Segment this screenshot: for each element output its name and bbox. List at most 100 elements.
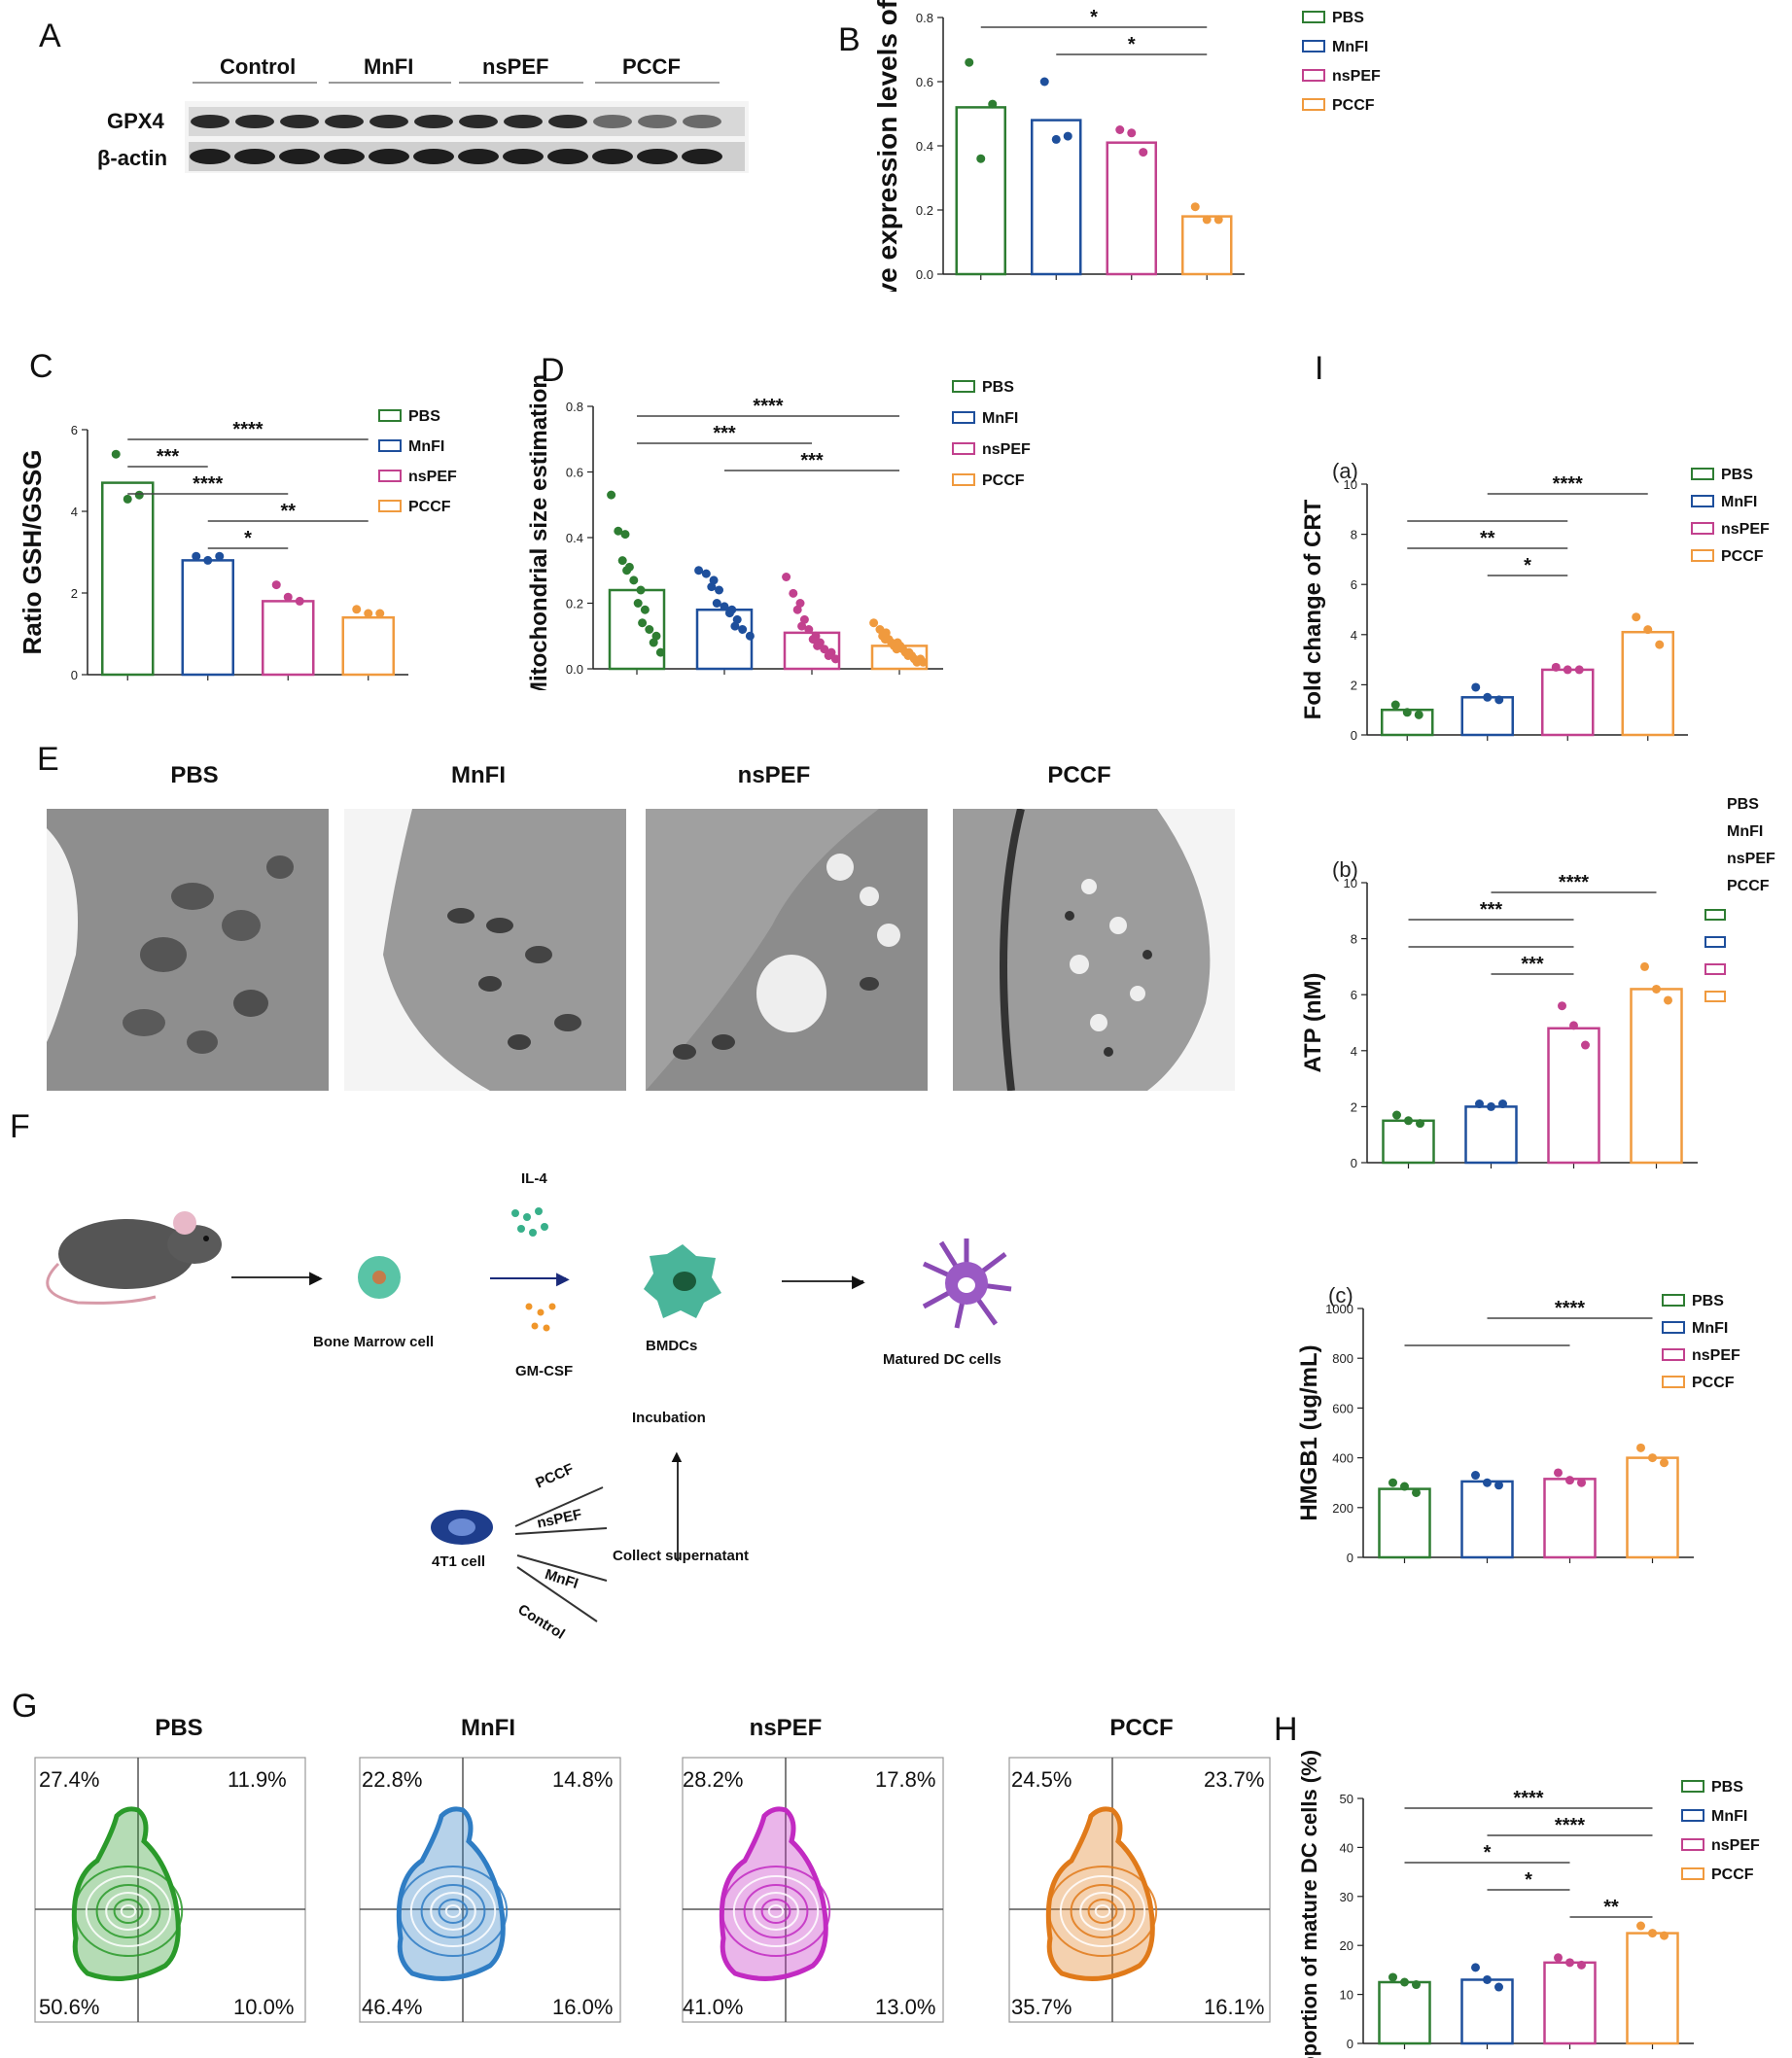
legend-label: nsPEF <box>1727 851 1775 867</box>
y-tick-label: 0.8 <box>916 11 933 25</box>
legend-swatch <box>1681 1809 1704 1822</box>
y-tick-label: 0.8 <box>566 400 583 414</box>
gpx4-band <box>504 115 543 128</box>
bmdc-cell-icon <box>644 1244 721 1318</box>
data-point <box>617 556 627 566</box>
quad-ll: 41.0% <box>683 1995 744 2019</box>
data-point <box>799 614 809 624</box>
legend-label: PBS <box>408 408 440 425</box>
data-point <box>134 490 144 500</box>
bar <box>1541 668 1595 737</box>
data-point <box>1402 708 1412 717</box>
data-point <box>1494 695 1504 705</box>
legend-swatch <box>952 473 975 486</box>
plot-frame <box>359 1757 621 2023</box>
chart-b-gpx4: 0.0 0.2 0.4 0.6 0.8 Relative expression level… <box>875 0 1381 292</box>
data-point <box>732 614 742 624</box>
data-point <box>804 625 814 634</box>
contour-outer <box>396 1806 506 1981</box>
tem-image-pbs <box>47 809 329 1091</box>
data-point <box>1400 1977 1409 1987</box>
data-point <box>1563 665 1572 675</box>
data-point <box>1636 1921 1645 1931</box>
y-tick-label: 0.4 <box>566 531 583 545</box>
chart-d-mito-size: 0.0 0.2 0.4 0.6 0.8 Mitochondrial size estima… <box>526 374 1031 690</box>
y-tick-label: 0.0 <box>566 662 583 677</box>
blot-underline <box>329 82 451 84</box>
legend-swatch <box>1662 1294 1685 1307</box>
data-point <box>1554 1953 1563 1963</box>
data-point <box>1051 134 1061 144</box>
mouse-icon <box>46 1211 222 1305</box>
data-point <box>745 631 755 641</box>
data-point <box>1648 1453 1657 1463</box>
label-incubation: Incubation <box>632 1410 706 1426</box>
data-point <box>1471 682 1481 692</box>
data-point <box>271 580 281 590</box>
data-point <box>1636 1443 1645 1452</box>
legend-swatch <box>1704 909 1726 921</box>
contour-ring <box>743 1884 809 1938</box>
y-tick-label: 0.6 <box>916 75 933 89</box>
legend-label: PBS <box>1727 796 1759 813</box>
y-tick-label: 8 <box>1351 528 1357 542</box>
data-point <box>724 609 734 618</box>
y-tick-label: 2 <box>1351 1099 1357 1114</box>
data-point <box>1640 961 1649 971</box>
subpanel-label: (b) <box>1332 857 1358 882</box>
quad-lr: 16.0% <box>552 1995 614 2019</box>
panel-letter-e: E <box>37 741 59 778</box>
label-il4: IL-4 <box>521 1170 547 1187</box>
actin-band <box>369 149 409 164</box>
blot-group-mnfi: MnFI <box>364 54 414 79</box>
data-point <box>295 596 304 606</box>
data-point <box>830 654 840 664</box>
plot-frame <box>682 1757 944 2023</box>
label-gmcsf: GM-CSF <box>515 1363 574 1379</box>
data-point <box>1127 128 1137 138</box>
contour-ring <box>1070 1884 1136 1938</box>
contour-ring <box>95 1884 161 1938</box>
legend-swatch <box>1681 1867 1704 1880</box>
legend-label: PBS <box>982 379 1014 396</box>
data-point <box>1498 1099 1507 1109</box>
legend-label: MnFI <box>1332 39 1368 55</box>
y-tick-label: 0.0 <box>916 267 933 282</box>
tem-image-mnfi <box>344 809 626 1091</box>
legend-swatch <box>1662 1376 1685 1388</box>
sig-label: * <box>1525 1869 1532 1891</box>
legend-swatch <box>952 380 975 393</box>
label-bmdcs: BMDCs <box>646 1338 698 1354</box>
legend-swatch <box>1691 468 1714 480</box>
bar <box>1181 215 1233 276</box>
sig-label: * <box>1128 34 1136 55</box>
y-tick-label: 6 <box>1351 988 1357 1002</box>
blot-row-gpx4: GPX4 <box>107 109 164 133</box>
data-point <box>629 576 639 585</box>
panel-letter-d: D <box>541 352 565 389</box>
plot-frame <box>1008 1757 1271 2023</box>
data-point <box>1664 995 1672 1005</box>
data-point <box>1392 1110 1401 1120</box>
bone-marrow-cell-icon <box>358 1256 401 1299</box>
contour-ring <box>85 1875 172 1947</box>
data-point <box>808 635 818 645</box>
y-tick-label: 600 <box>1332 1401 1353 1415</box>
quad-ll: 50.6% <box>39 1995 100 2019</box>
tem-title-pccf: PCCF <box>1047 762 1111 788</box>
data-point <box>1190 202 1200 212</box>
data-point <box>607 490 616 500</box>
data-point <box>1565 1958 1574 1968</box>
data-point <box>1655 640 1665 649</box>
arrow-head-icon: ▶ <box>556 1269 570 1288</box>
data-point <box>797 621 807 631</box>
data-point <box>988 99 998 109</box>
arrow-shaft <box>782 1280 863 1282</box>
legend-label: PBS <box>1692 1293 1724 1309</box>
bar <box>1621 630 1674 737</box>
gpx4-band <box>280 115 319 128</box>
gpx4-band <box>369 115 408 128</box>
bar <box>1626 1932 1679 2045</box>
data-point <box>1494 1481 1503 1490</box>
data-point <box>1632 612 1641 622</box>
